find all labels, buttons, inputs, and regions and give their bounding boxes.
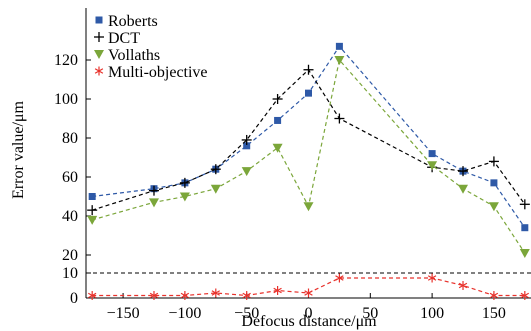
data-point-dct bbox=[458, 166, 469, 177]
data-point-roberts bbox=[490, 179, 498, 187]
data-point-vollaths bbox=[241, 167, 252, 177]
data-point-dct bbox=[210, 164, 221, 175]
legend-marker-multi-objective bbox=[94, 66, 104, 76]
y-tick-label: 80 bbox=[62, 130, 78, 147]
data-point-multi-objective bbox=[335, 273, 344, 283]
data-point-vollaths bbox=[179, 192, 190, 202]
data-point-dct bbox=[179, 177, 190, 188]
series-multi-objective bbox=[87, 273, 530, 300]
data-point-dct bbox=[87, 205, 98, 216]
data-point-multi-objective bbox=[458, 281, 468, 290]
data-point-vollaths bbox=[334, 56, 345, 65]
y-tick-label: 10 bbox=[62, 265, 78, 282]
data-point-multi-objective bbox=[211, 288, 220, 298]
legend-marker-dct bbox=[94, 32, 104, 42]
series-group bbox=[87, 42, 530, 300]
data-point-dct bbox=[488, 156, 499, 167]
data-point-roberts bbox=[428, 150, 436, 158]
series-line-roberts bbox=[92, 45, 526, 229]
legend-item-multi-objective: Multi-objective bbox=[94, 64, 208, 81]
y-tick-label: 0 bbox=[70, 290, 78, 307]
series-dct bbox=[87, 64, 530, 216]
series-line-multi-objective bbox=[92, 277, 525, 297]
y-tick-label: 100 bbox=[54, 91, 78, 108]
y-tick-label: 20 bbox=[62, 247, 78, 264]
data-point-dct bbox=[272, 94, 283, 104]
data-point-multi-objective bbox=[427, 273, 437, 283]
series-line-vollaths bbox=[92, 58, 526, 254]
data-point-roberts bbox=[521, 224, 529, 232]
data-point-multi-objective bbox=[87, 291, 97, 300]
data-point-roberts bbox=[243, 142, 251, 150]
data-point-dct bbox=[303, 64, 314, 75]
data-point-dct bbox=[519, 199, 530, 210]
data-point-roberts bbox=[335, 42, 343, 50]
data-point-vollaths bbox=[87, 215, 98, 225]
data-point-multi-objective bbox=[273, 286, 282, 295]
y-tick-label: 120 bbox=[54, 52, 78, 69]
y-tick-label: 40 bbox=[62, 208, 78, 225]
data-point-vollaths bbox=[272, 143, 283, 153]
x-tick-label: −150 bbox=[107, 305, 140, 322]
x-tick-label: 150 bbox=[482, 305, 506, 322]
x-tick-label: 100 bbox=[420, 305, 444, 322]
series-line-dct bbox=[92, 68, 526, 211]
legend-marker-vollaths bbox=[94, 50, 104, 59]
y-tick-label: 60 bbox=[62, 169, 78, 186]
data-point-vollaths bbox=[488, 202, 499, 212]
legend-label-roberts: Roberts bbox=[108, 13, 158, 30]
legend-item-roberts: Roberts bbox=[95, 13, 158, 30]
x-tick-label: 50 bbox=[362, 305, 378, 322]
data-point-vollaths bbox=[519, 249, 530, 259]
data-point-vollaths bbox=[458, 184, 469, 194]
data-point-dct bbox=[148, 185, 159, 196]
y-axis-title: Error value/μm bbox=[10, 101, 27, 199]
data-point-multi-objective bbox=[489, 291, 499, 300]
legend-marker-roberts bbox=[95, 16, 103, 24]
data-point-dct bbox=[241, 134, 252, 145]
legend-label-vollaths: Vollaths bbox=[108, 47, 160, 64]
data-point-roberts bbox=[88, 193, 96, 200]
data-point-vollaths bbox=[210, 184, 221, 194]
legend-label-multi-objective: Multi-objective bbox=[108, 64, 208, 81]
legend-item-dct: DCT bbox=[94, 30, 140, 47]
x-tick-label: 0 bbox=[305, 305, 313, 322]
data-point-multi-objective bbox=[304, 288, 313, 298]
legend-label-dct: DCT bbox=[108, 30, 140, 47]
data-point-roberts bbox=[274, 116, 282, 124]
data-point-multi-objective bbox=[149, 291, 159, 300]
data-point-vollaths bbox=[427, 161, 438, 171]
data-point-multi-objective bbox=[520, 291, 530, 300]
data-point-vollaths bbox=[303, 202, 314, 212]
x-tick-label: −50 bbox=[234, 305, 259, 322]
x-axis-title: Defocus distance/μm bbox=[241, 313, 377, 330]
data-point-multi-objective bbox=[180, 291, 190, 300]
series-vollaths bbox=[87, 56, 530, 259]
data-point-multi-objective bbox=[242, 291, 251, 300]
x-tick-label: −100 bbox=[168, 305, 201, 322]
data-point-roberts bbox=[305, 89, 312, 97]
data-point-dct bbox=[334, 113, 345, 124]
legend-item-vollaths: Vollaths bbox=[94, 47, 160, 64]
data-point-vollaths bbox=[148, 198, 159, 208]
